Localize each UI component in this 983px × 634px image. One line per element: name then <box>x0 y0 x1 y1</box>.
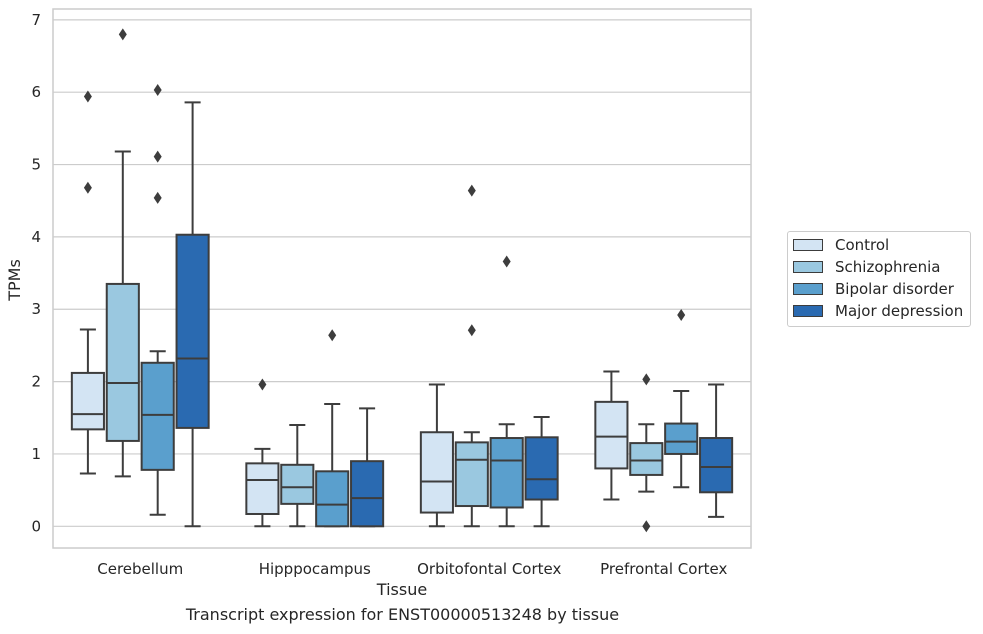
legend-swatch <box>793 305 823 317</box>
box-1-1 <box>280 424 315 528</box>
box-3-1 <box>350 407 385 528</box>
outlier-point <box>467 324 476 337</box>
box-0-1 <box>245 378 280 528</box>
legend-label: Bipolar disorder <box>835 280 954 298</box>
y-tick-label: 3 <box>31 300 41 318</box>
box-2-1 <box>315 329 350 528</box>
box-3-0 <box>175 101 210 528</box>
outlier-point <box>467 184 476 197</box>
y-axis-ticks: 0 1 2 3 4 5 6 7 <box>31 11 41 535</box>
outlier-point <box>153 150 162 163</box>
y-axis-label: TPMs <box>5 259 24 302</box>
box-1-0 <box>105 28 140 478</box>
legend-item-bipolar-disorder: Bipolar disorder <box>793 279 954 299</box>
box-0-2 <box>419 383 454 528</box>
legend-swatch <box>793 261 823 273</box>
box-1-2 <box>454 184 489 528</box>
outlier-point <box>642 373 651 386</box>
outlier-point <box>83 90 92 103</box>
box-iqr <box>664 422 699 455</box>
y-tick-label: 6 <box>31 83 41 101</box>
outlier-point <box>83 181 92 194</box>
box-2-2 <box>489 255 524 528</box>
outlier-point <box>153 191 162 204</box>
legend-swatch <box>793 283 823 295</box>
outlier-point <box>502 255 511 268</box>
box-iqr <box>454 441 489 508</box>
box-iqr <box>105 282 140 442</box>
legend-label: Control <box>835 236 890 254</box>
box-iqr <box>419 431 454 514</box>
box-2-3 <box>664 309 699 489</box>
box-3-3 <box>699 383 734 518</box>
x-tick-label: Cerebellum <box>97 560 183 578</box>
x-tick-label: Hipppocampus <box>259 560 371 578</box>
outlier-point <box>118 28 127 41</box>
y-tick-label: 4 <box>31 228 41 246</box>
box-iqr <box>350 460 385 528</box>
box-iqr <box>699 437 734 494</box>
y-tick-label: 7 <box>31 11 41 29</box>
box-iqr <box>524 436 559 501</box>
y-tick-label: 0 <box>31 517 41 535</box>
box-2-0 <box>140 84 175 516</box>
outlier-point <box>258 378 267 391</box>
x-tick-label: Prefrontal Cortex <box>600 560 727 578</box>
legend-item-control: Control <box>793 235 889 255</box>
legend-swatch <box>793 239 823 251</box>
figure-caption: Transcript expression for ENST0000051324… <box>185 605 620 624</box>
x-tick-label: Orbitofontal Cortex <box>417 560 561 578</box>
box-iqr <box>140 361 175 471</box>
box-iqr <box>245 462 280 515</box>
box-1-3 <box>629 373 664 533</box>
box-iqr <box>489 437 524 509</box>
x-axis-ticks: Cerebellum Hipppocampus Orbitofontal Corte… <box>97 560 727 578</box>
legend-label: Schizophrenia <box>835 258 941 276</box>
boxes <box>70 28 734 533</box>
y-tick-label: 5 <box>31 156 41 174</box>
y-tick-label: 2 <box>31 373 41 391</box>
box-iqr <box>594 400 629 470</box>
legend: Control Schizophrenia Bipolar disorder M… <box>787 231 971 327</box>
legend-item-schizophrenia: Schizophrenia <box>793 257 940 277</box>
legend-label: Major depression <box>835 302 964 320</box>
legend-item-major-depression: Major depression <box>793 301 963 321</box>
box-0-3 <box>594 370 629 501</box>
y-tick-label: 1 <box>31 445 41 463</box>
box-0-0 <box>70 90 105 475</box>
plot-frame <box>52 8 752 549</box>
outlier-point <box>153 84 162 97</box>
outlier-point <box>677 309 686 322</box>
box-iqr <box>315 470 350 528</box>
box-iqr <box>70 371 105 431</box>
box-iqr <box>175 233 210 429</box>
box-iqr <box>280 463 315 505</box>
x-axis-label: Tissue <box>376 580 427 599</box>
box-iqr <box>629 442 664 476</box>
outlier-point <box>328 329 337 342</box>
outlier-point <box>642 520 651 533</box>
box-3-2 <box>524 416 559 528</box>
